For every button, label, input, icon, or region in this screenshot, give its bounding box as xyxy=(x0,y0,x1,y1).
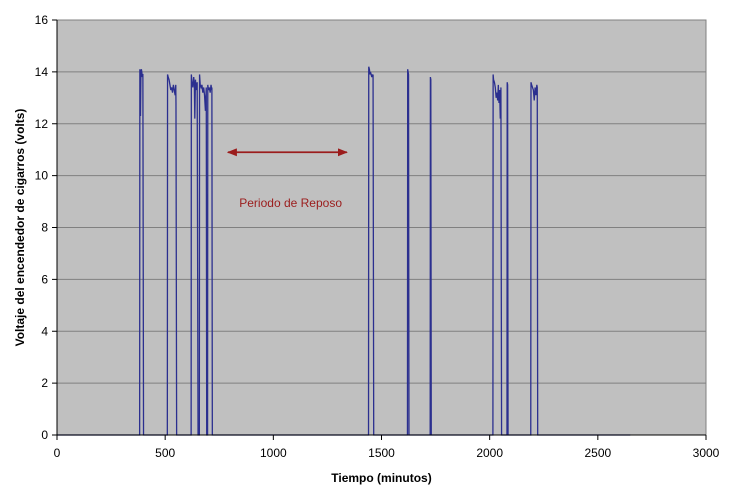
series-line-0 xyxy=(57,66,631,436)
x-tick-label-1000: 1000 xyxy=(260,446,287,460)
x-tick-labels: 0 500 1000 1500 2000 2500 3000 xyxy=(54,446,720,460)
y-tick-label-0: 0 xyxy=(41,428,48,442)
x-tick-label-500: 500 xyxy=(155,446,175,460)
x-axis-title: Tiempo (minutos) xyxy=(331,471,431,485)
y-tick-label-4: 4 xyxy=(41,324,48,338)
y-tick-label-8: 8 xyxy=(41,221,48,235)
x-tick-label-1500: 1500 xyxy=(368,446,395,460)
y-tick-label-16: 16 xyxy=(35,13,49,27)
y-tick-labels: 0 2 4 6 8 10 12 14 16 xyxy=(35,13,49,442)
x-tick-label-2000: 2000 xyxy=(476,446,503,460)
y-axis-title: Voltaje del encendedor de cigarros (volt… xyxy=(13,109,27,347)
y-tick-label-2: 2 xyxy=(41,376,48,390)
series-group xyxy=(57,66,631,436)
x-tick-label-0: 0 xyxy=(54,446,61,460)
y-tick-label-12: 12 xyxy=(35,117,49,131)
x-tick-label-3000: 3000 xyxy=(693,446,720,460)
y-tick-label-14: 14 xyxy=(35,65,49,79)
annotation: Periodo de Reposo xyxy=(226,148,348,210)
y-tick-label-10: 10 xyxy=(35,169,49,183)
annotation-text: Periodo de Reposo xyxy=(239,196,342,210)
y-tick-label-6: 6 xyxy=(41,272,48,286)
gridlines xyxy=(57,71,706,384)
axes xyxy=(52,19,707,440)
x-tick-label-2500: 2500 xyxy=(584,446,611,460)
